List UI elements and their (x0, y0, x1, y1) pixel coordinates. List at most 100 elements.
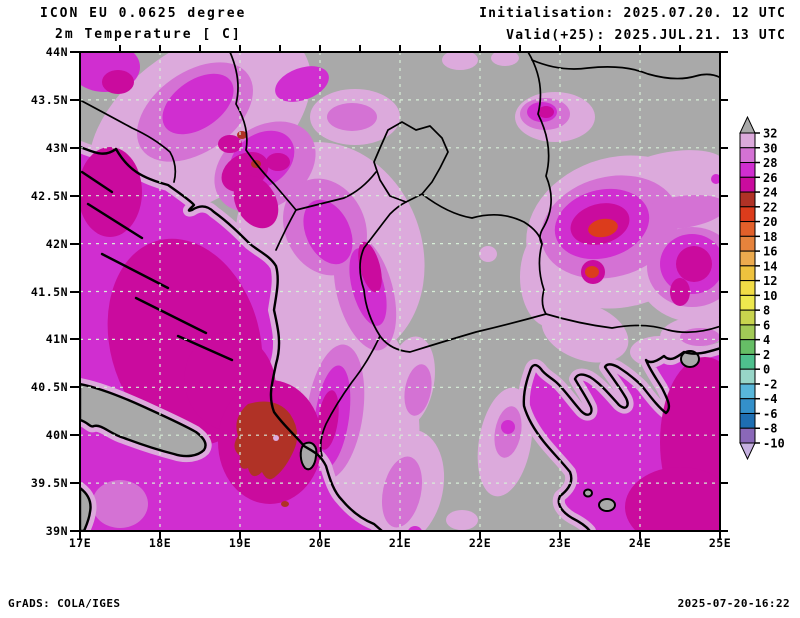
lon-tick-top (479, 45, 481, 52)
lat-label: 44N (45, 45, 68, 59)
colorbar-segment (739, 339, 756, 355)
colorbar-label: -10 (763, 437, 785, 451)
lat-tick (70, 98, 79, 101)
lat-tick (70, 290, 79, 293)
colorbar-label: 30 (763, 141, 777, 155)
lon-tick-top (519, 45, 521, 52)
colorbar-label: 24 (763, 186, 777, 200)
lat-tick-right (721, 242, 728, 245)
colorbar-label: 12 (763, 274, 777, 288)
gridlines (80, 52, 720, 531)
lon-tick (719, 531, 721, 539)
colorbar-label: -8 (763, 422, 777, 436)
lat-tick-right (721, 338, 728, 341)
colorbar-label: 16 (763, 245, 777, 259)
lat-tick-right (721, 290, 728, 293)
colorbar-segment (739, 427, 756, 444)
lon-label: 17E (68, 536, 92, 550)
lat-label: 41N (45, 332, 68, 347)
lat-tick-right (721, 386, 728, 389)
lat-label: 41.5N (30, 284, 68, 299)
lon-tick (79, 531, 81, 539)
lat-label: 40.5N (30, 380, 68, 395)
colorbar-label: 18 (763, 230, 777, 244)
colorbar-segment (739, 176, 756, 193)
creation-timestamp: 2025-07-20-16:22 (677, 597, 790, 610)
colorbar-label: 20 (763, 215, 777, 229)
grads-credit: GrADS: COLA/IGES (8, 597, 121, 610)
islands (80, 170, 700, 512)
colorbar-segment (739, 250, 756, 267)
colorbar-label: 32 (763, 127, 777, 141)
lat-tick (70, 482, 79, 485)
colorbar-segment (739, 265, 756, 282)
lon-tick-top (599, 45, 601, 52)
lat-tick-right (721, 194, 728, 197)
colorbar-label: 2 (763, 348, 770, 362)
colorbar-label: 28 (763, 156, 777, 170)
map-canvas (79, 51, 721, 532)
lon-tick-top (159, 45, 161, 52)
colorbar-segment (739, 383, 756, 400)
coastline (80, 145, 720, 531)
model-title: ICON EU 0.0625 degree (40, 6, 247, 21)
colorbar-segment (739, 221, 756, 237)
colorbar-label: 0 (763, 363, 770, 377)
colorbar-segment (739, 309, 756, 326)
lat-tick-right (721, 482, 728, 485)
lat-label: 40N (45, 428, 68, 443)
lat-tick-right (721, 530, 728, 532)
colorbar-segment (739, 412, 756, 429)
colorbar-segment (739, 280, 756, 296)
lon-tick-top (639, 45, 641, 52)
lon-label: 25E (708, 536, 732, 550)
lat-label: 42N (45, 236, 68, 251)
lon-tick-top (119, 45, 121, 52)
lat-tick (70, 530, 79, 532)
colorbar-above-max (739, 115, 756, 134)
lat-label: 43N (45, 140, 68, 155)
lat-tick (70, 146, 79, 149)
lat-tick (70, 386, 79, 389)
lat-tick-right (721, 434, 728, 437)
lat-label: 39.5N (30, 476, 68, 491)
colorbar-segment (739, 191, 756, 208)
lon-tick (639, 531, 641, 539)
lon-tick (239, 531, 241, 539)
lon-tick (559, 531, 561, 539)
lon-label: 22E (468, 536, 492, 550)
colorbar-segment (739, 294, 756, 311)
lon-tick-top (359, 45, 361, 52)
map-content (80, 52, 720, 531)
lon-tick-top (319, 45, 321, 52)
lon-tick-top (679, 45, 681, 52)
colorbar-segment (739, 368, 756, 385)
hot-anomaly-cores (585, 218, 618, 278)
lon-tick-top (239, 45, 241, 52)
colorbar-label: 4 (763, 333, 770, 347)
valid-time: Valid(+25): 2025.JUL.21. 13 UTC (506, 28, 786, 43)
colorbar-segment (739, 398, 756, 414)
lat-label: 39N (45, 524, 68, 538)
init-time: Initialisation: 2025.07.20. 12 UTC (479, 6, 786, 21)
colorbar-segment (739, 206, 756, 223)
lat-tick-right (721, 146, 728, 149)
lat-tick-right (721, 98, 728, 101)
lon-tick-top (279, 45, 281, 52)
field-title: 2m Temperature [ C] (55, 27, 242, 42)
lat-label: 43.5N (30, 92, 68, 107)
lon-tick (159, 531, 161, 539)
colorbar-below-min (739, 442, 756, 461)
lon-label: 18E (148, 536, 172, 550)
lat-tick (70, 434, 79, 437)
italy-peninsulas (80, 378, 212, 531)
temperature-shading-sea (80, 147, 720, 531)
colorbar-segment (739, 353, 756, 370)
lat-tick-right (721, 51, 728, 53)
lon-label: 24E (628, 536, 652, 550)
colorbar-label: 8 (763, 304, 770, 318)
lon-tick-top (439, 45, 441, 52)
colorbar-label: -4 (763, 392, 777, 406)
colorbar-label: 26 (763, 171, 777, 185)
